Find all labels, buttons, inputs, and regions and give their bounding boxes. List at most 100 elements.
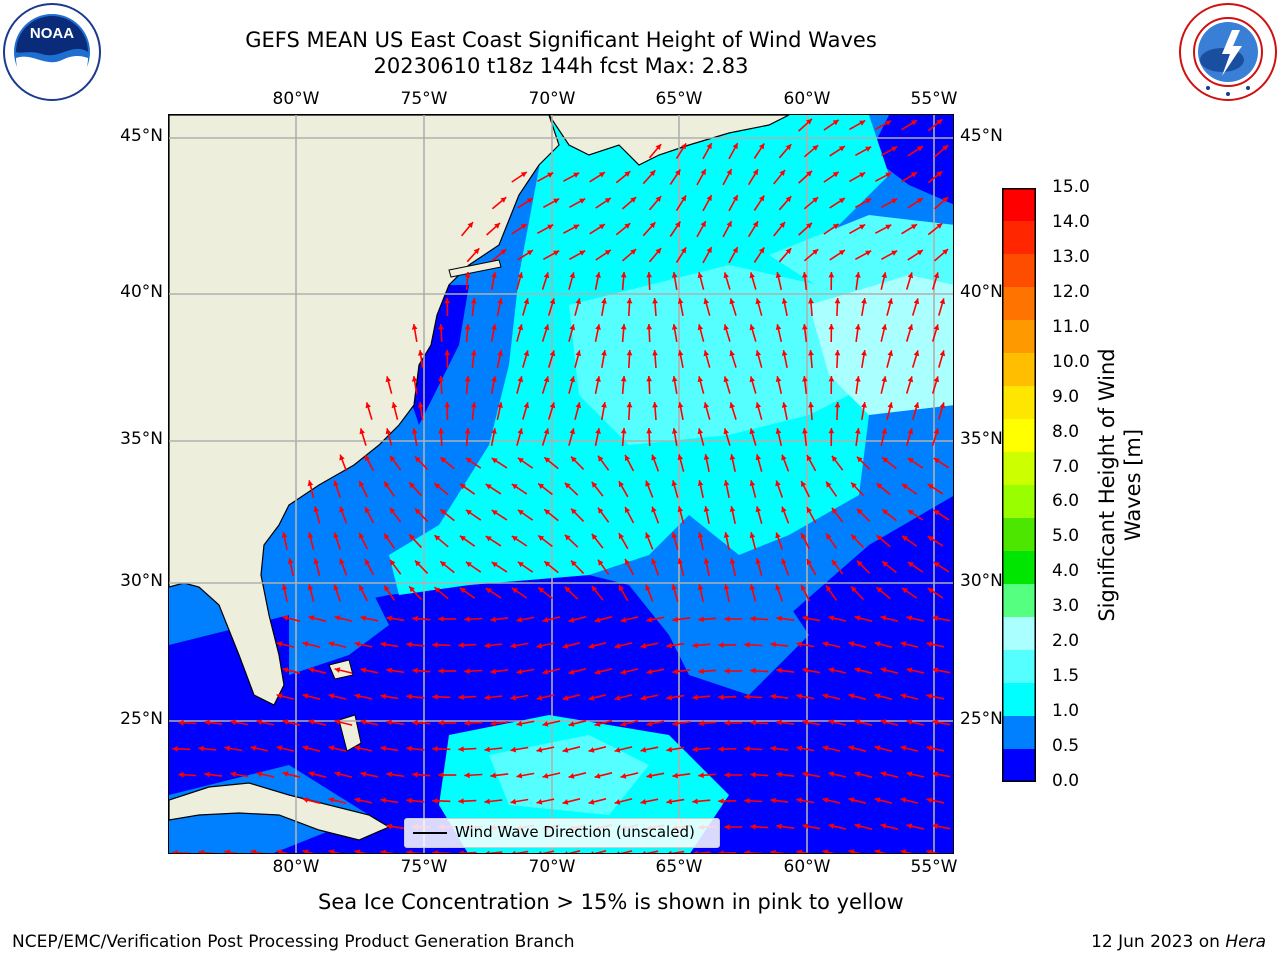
colorbar-swatch — [1002, 716, 1036, 750]
wave-arrow-head — [512, 850, 516, 853]
lon-tick-top-80w: 80°W — [272, 89, 320, 109]
wave-arrow-head — [744, 849, 750, 853]
wave-arrow-head — [876, 587, 883, 593]
colorbar-tick-label: 11.0 — [1052, 316, 1090, 337]
wave-arrow-head — [942, 197, 949, 203]
wave-arrow-head — [562, 799, 569, 805]
wave-arrow-head — [801, 533, 807, 539]
wave-arrow-head — [770, 745, 776, 752]
wave-arrow-head — [459, 535, 466, 542]
wave-arrow-head — [614, 643, 621, 649]
wave-arrow-head — [464, 668, 470, 675]
wave-arrow-head — [703, 454, 710, 460]
wave-arrow-head — [881, 272, 887, 278]
wave-arrow-head — [620, 669, 627, 675]
wave-arrow-head — [718, 798, 724, 804]
wave-arrow-head — [620, 721, 627, 727]
wave-arrow-head — [856, 456, 863, 463]
wave-arrow-head — [939, 402, 946, 409]
colorbar-tick-label: 13.0 — [1052, 246, 1090, 267]
wave-arrow-head — [828, 615, 835, 621]
wave-arrow-head — [517, 376, 524, 383]
wave-arrow-head — [333, 532, 339, 539]
wave-arrow-head — [412, 719, 418, 726]
wave-arrow-head — [646, 272, 652, 278]
wave-height-map — [169, 115, 953, 853]
colorbar-tick-label: 10.0 — [1052, 351, 1090, 372]
wave-arrow-head — [700, 221, 706, 228]
wave-arrow-head — [697, 480, 704, 486]
wave-arrow-head — [465, 457, 472, 464]
lon-tick-bottom-65w: 65°W — [655, 857, 703, 877]
wave-arrow-head — [365, 402, 371, 409]
wave-arrow-head — [854, 615, 861, 621]
wave-arrow-head — [601, 402, 607, 408]
wave-arrow-head — [808, 350, 814, 356]
wave-arrow-head — [926, 849, 933, 853]
wave-arrow-head — [907, 324, 914, 331]
wave-arrow-head — [706, 195, 712, 202]
wave-arrow-head — [692, 798, 698, 805]
wave-arrow-head — [549, 402, 556, 409]
wave-region-lightcyan-1 — [569, 265, 889, 445]
wave-arrow-head — [485, 588, 492, 594]
wave-arrow-head — [411, 324, 418, 330]
wave-arrow-head — [380, 849, 387, 853]
wave-arrow-head — [571, 456, 577, 463]
wave-arrow-head — [822, 641, 829, 647]
colorbar-tick-label: 1.5 — [1052, 666, 1080, 687]
wave-arrow-head — [520, 172, 527, 178]
wave-arrow-head — [569, 428, 576, 435]
wave-arrow-head — [677, 350, 684, 356]
wave-arrow-head — [834, 298, 841, 304]
wave-arrow-head — [444, 350, 451, 356]
wave-arrow-head — [490, 772, 496, 779]
wave-arrow-head — [755, 402, 762, 409]
wave-arrow-head — [411, 428, 418, 434]
wave-arrow-head — [542, 669, 549, 675]
wave-arrow-head — [360, 771, 367, 778]
wave-arrow-head — [497, 402, 503, 408]
wave-arrow-head — [781, 506, 787, 513]
wave-arrow-head — [491, 272, 497, 278]
wave-arrow-head — [697, 376, 704, 383]
wave-arrow-head — [907, 428, 914, 435]
wave-arrow-head — [826, 533, 832, 540]
wave-arrow-head — [640, 746, 647, 753]
wave-arrow-head — [848, 693, 855, 699]
wave-arrow-head — [204, 719, 210, 726]
colorbar-swatches — [1002, 188, 1036, 783]
lon-tick-top-55w: 55°W — [910, 89, 958, 109]
wave-arrow-head — [568, 721, 575, 727]
wave-arrow-head — [750, 771, 756, 778]
wave-arrow-head — [770, 797, 776, 804]
wave-arrow-head — [911, 172, 917, 178]
noaa-logo: NOAA — [2, 2, 102, 102]
wave-arrow-head — [851, 534, 857, 541]
wave-arrow-shaft — [594, 850, 607, 853]
wave-arrow-head — [625, 559, 631, 565]
wave-arrow-head — [409, 586, 415, 593]
wave-arrow-head — [470, 402, 477, 408]
colorbar-swatch — [1002, 188, 1036, 222]
wave-arrow-head — [590, 851, 594, 853]
colorbar-tick-label: 15.0 — [1052, 177, 1090, 197]
wave-arrow-head — [464, 324, 471, 330]
wave-arrow-head — [640, 642, 647, 649]
wave-arrow-head — [432, 850, 438, 853]
wave-arrow-head — [936, 223, 943, 229]
wave-arrow-head — [848, 797, 855, 803]
wave-arrow-head — [409, 482, 415, 489]
wave-arrow-head — [828, 667, 835, 673]
wave-arrow-head — [172, 746, 178, 752]
wave-arrow-head — [568, 773, 575, 779]
wave-arrow-shaft — [568, 850, 581, 853]
wave-arrow-head — [470, 350, 477, 356]
wave-arrow-head — [891, 250, 898, 256]
wave-arrow-head — [517, 457, 524, 464]
wave-arrow-head — [775, 376, 782, 382]
wave-arrow-head — [706, 143, 712, 150]
wave-arrow-head — [744, 693, 750, 700]
wave-arrow-head — [832, 119, 839, 126]
graticule — [169, 115, 953, 853]
